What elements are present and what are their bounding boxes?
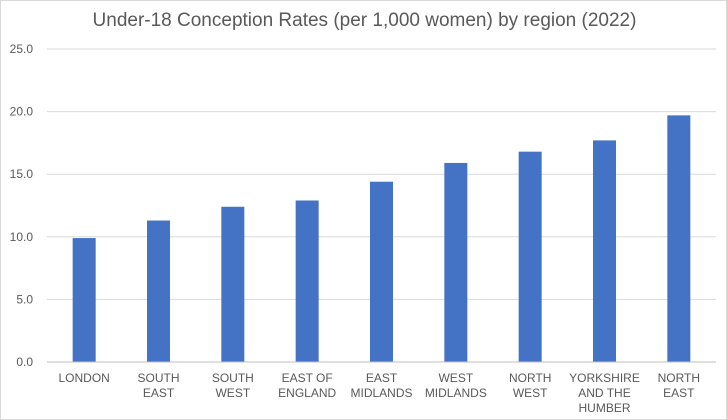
x-tick-label: AND THE bbox=[578, 386, 630, 400]
bar bbox=[593, 140, 616, 362]
x-tick-label: YORKSHIRE bbox=[569, 371, 640, 385]
x-tick-label: EAST bbox=[366, 371, 398, 385]
bar bbox=[295, 200, 319, 362]
x-tick-label: EAST OF bbox=[282, 371, 333, 385]
x-tick-label: NORTH bbox=[658, 371, 700, 385]
bar bbox=[72, 238, 96, 362]
bars bbox=[72, 115, 691, 362]
y-tick-label: 0.0 bbox=[16, 355, 33, 369]
y-tick-label: 5.0 bbox=[16, 292, 33, 306]
x-tick-label: HUMBER bbox=[578, 401, 630, 415]
x-tick-label: WEST bbox=[215, 386, 250, 400]
x-tick-label: MIDLANDS bbox=[425, 386, 487, 400]
x-tick-label: NORTH bbox=[509, 371, 551, 385]
x-tick-label: LONDON bbox=[58, 371, 109, 385]
bar bbox=[221, 206, 245, 362]
bar bbox=[370, 181, 393, 362]
y-tick-label: 15.0 bbox=[10, 167, 34, 181]
x-tick-label: EAST bbox=[663, 386, 695, 400]
bar bbox=[147, 220, 170, 362]
x-tick-label: EAST bbox=[143, 386, 175, 400]
x-tick-label: WEST bbox=[513, 386, 548, 400]
x-tick-label: WEST bbox=[438, 371, 473, 385]
y-tick-label: 25.0 bbox=[10, 42, 34, 56]
x-tick-label: SOUTH bbox=[212, 371, 254, 385]
y-tick-label: 10.0 bbox=[10, 230, 34, 244]
y-tick-label: 20.0 bbox=[10, 105, 34, 119]
x-tick-label: ENGLAND bbox=[278, 386, 336, 400]
y-axis-ticks: 0.0 5.0 10.0 15.0 20.0 25.0 bbox=[10, 42, 34, 369]
bar bbox=[518, 151, 542, 362]
bar bbox=[667, 115, 691, 362]
chart-title: Under-18 Conception Rates (per 1,000 wom… bbox=[92, 10, 637, 31]
x-tick-label: MIDLANDS bbox=[350, 386, 412, 400]
bar bbox=[444, 162, 468, 362]
x-tick-label: SOUTH bbox=[138, 371, 180, 385]
